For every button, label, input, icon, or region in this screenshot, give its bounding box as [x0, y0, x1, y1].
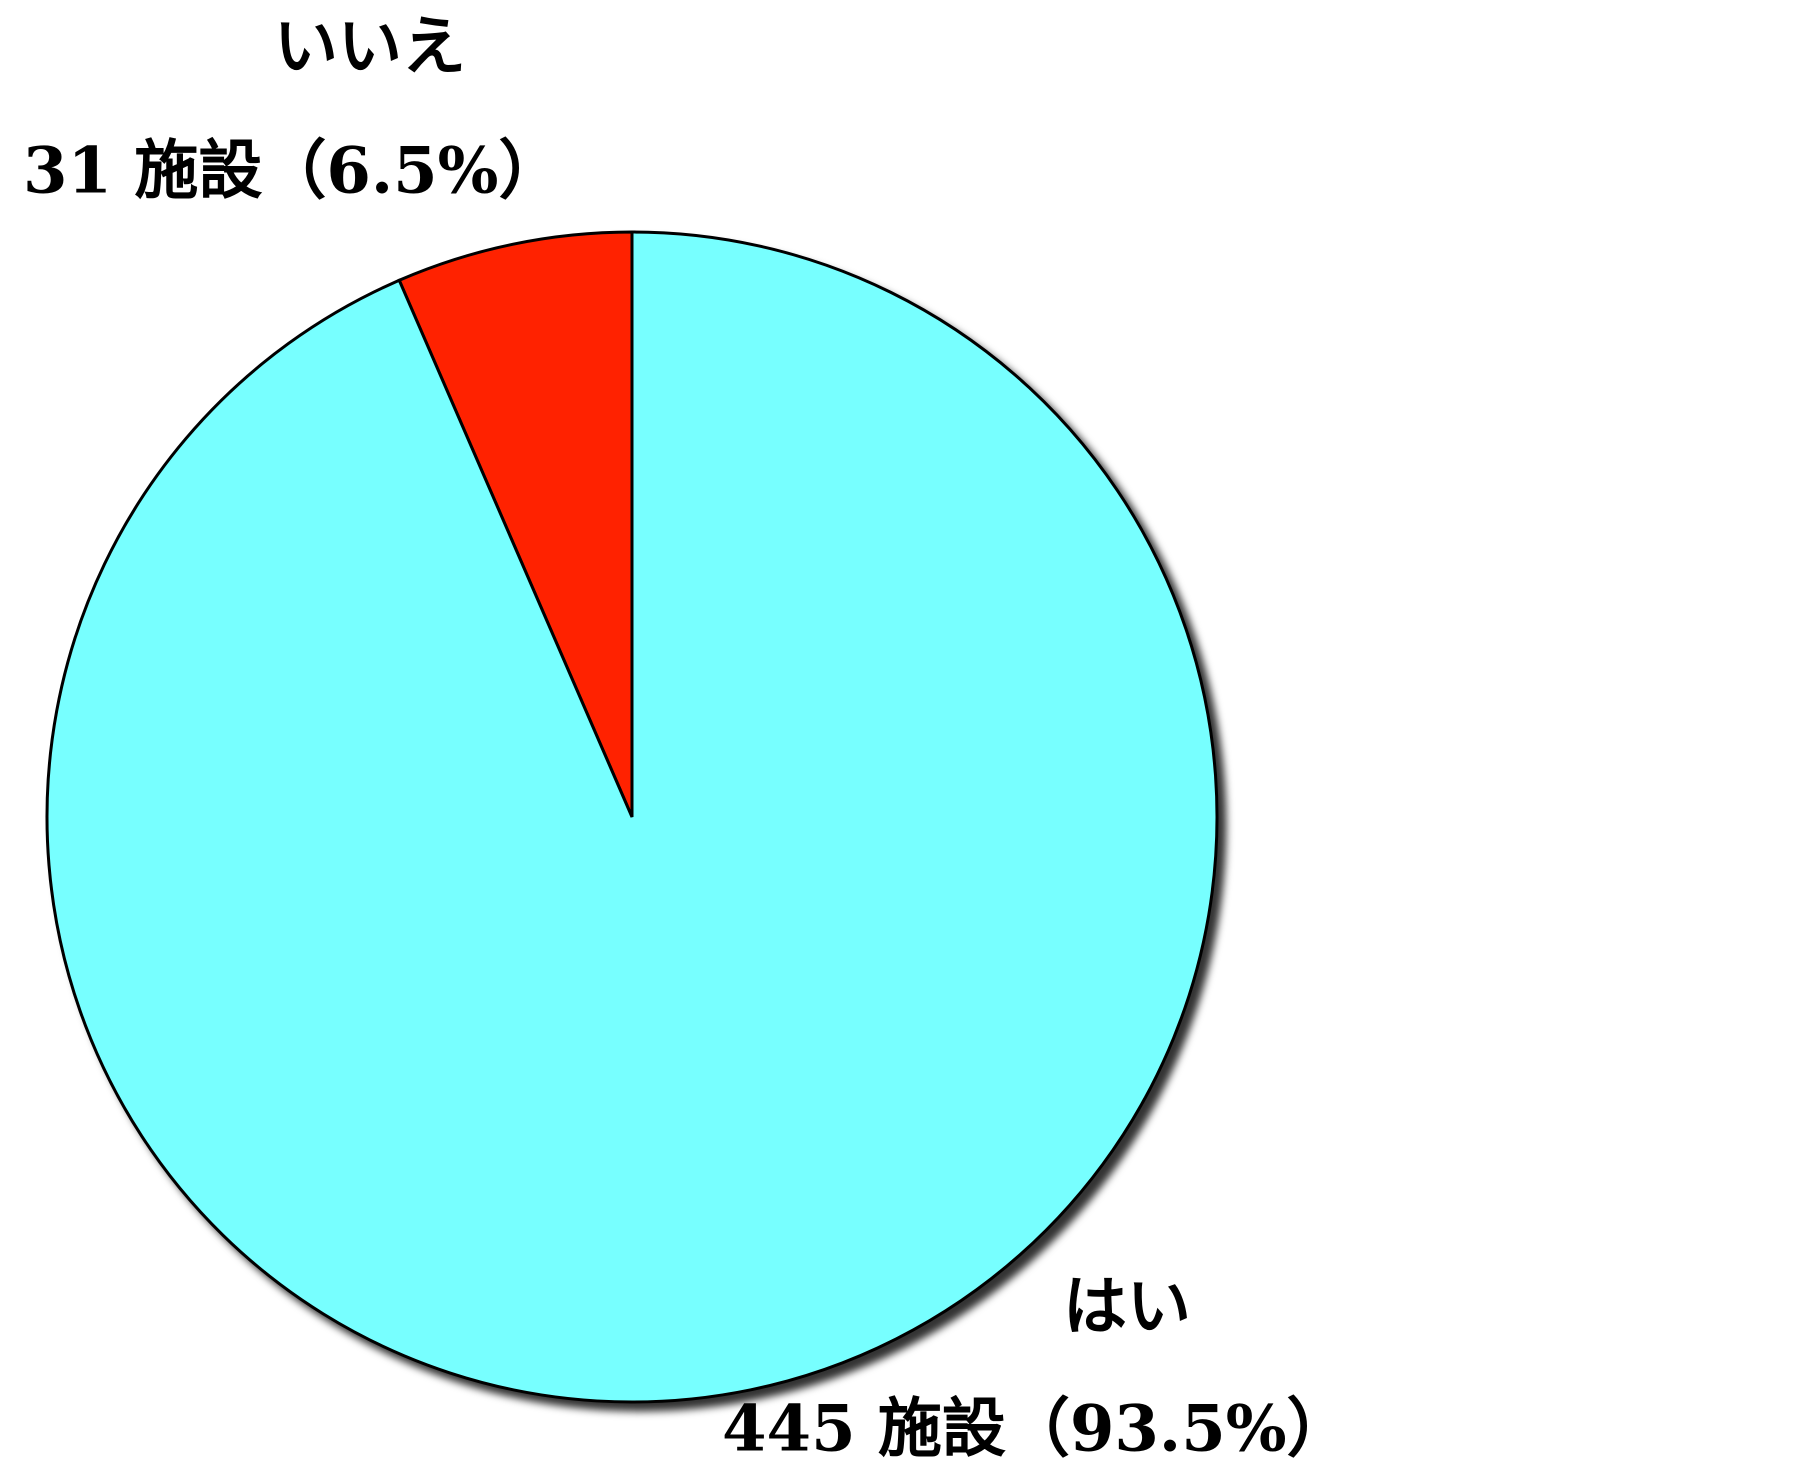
pie-slice: [45, 230, 1219, 1404]
pie: [45, 230, 1219, 1404]
pie-slice: [397, 230, 634, 818]
slice-label: いいえ: [274, 10, 466, 85]
slice-label: はい: [1063, 1270, 1191, 1345]
slice-value-label: 445 施設（93.5%）: [722, 1392, 1351, 1467]
slice-value-label: 31 施設（6.5%）: [23, 134, 563, 209]
